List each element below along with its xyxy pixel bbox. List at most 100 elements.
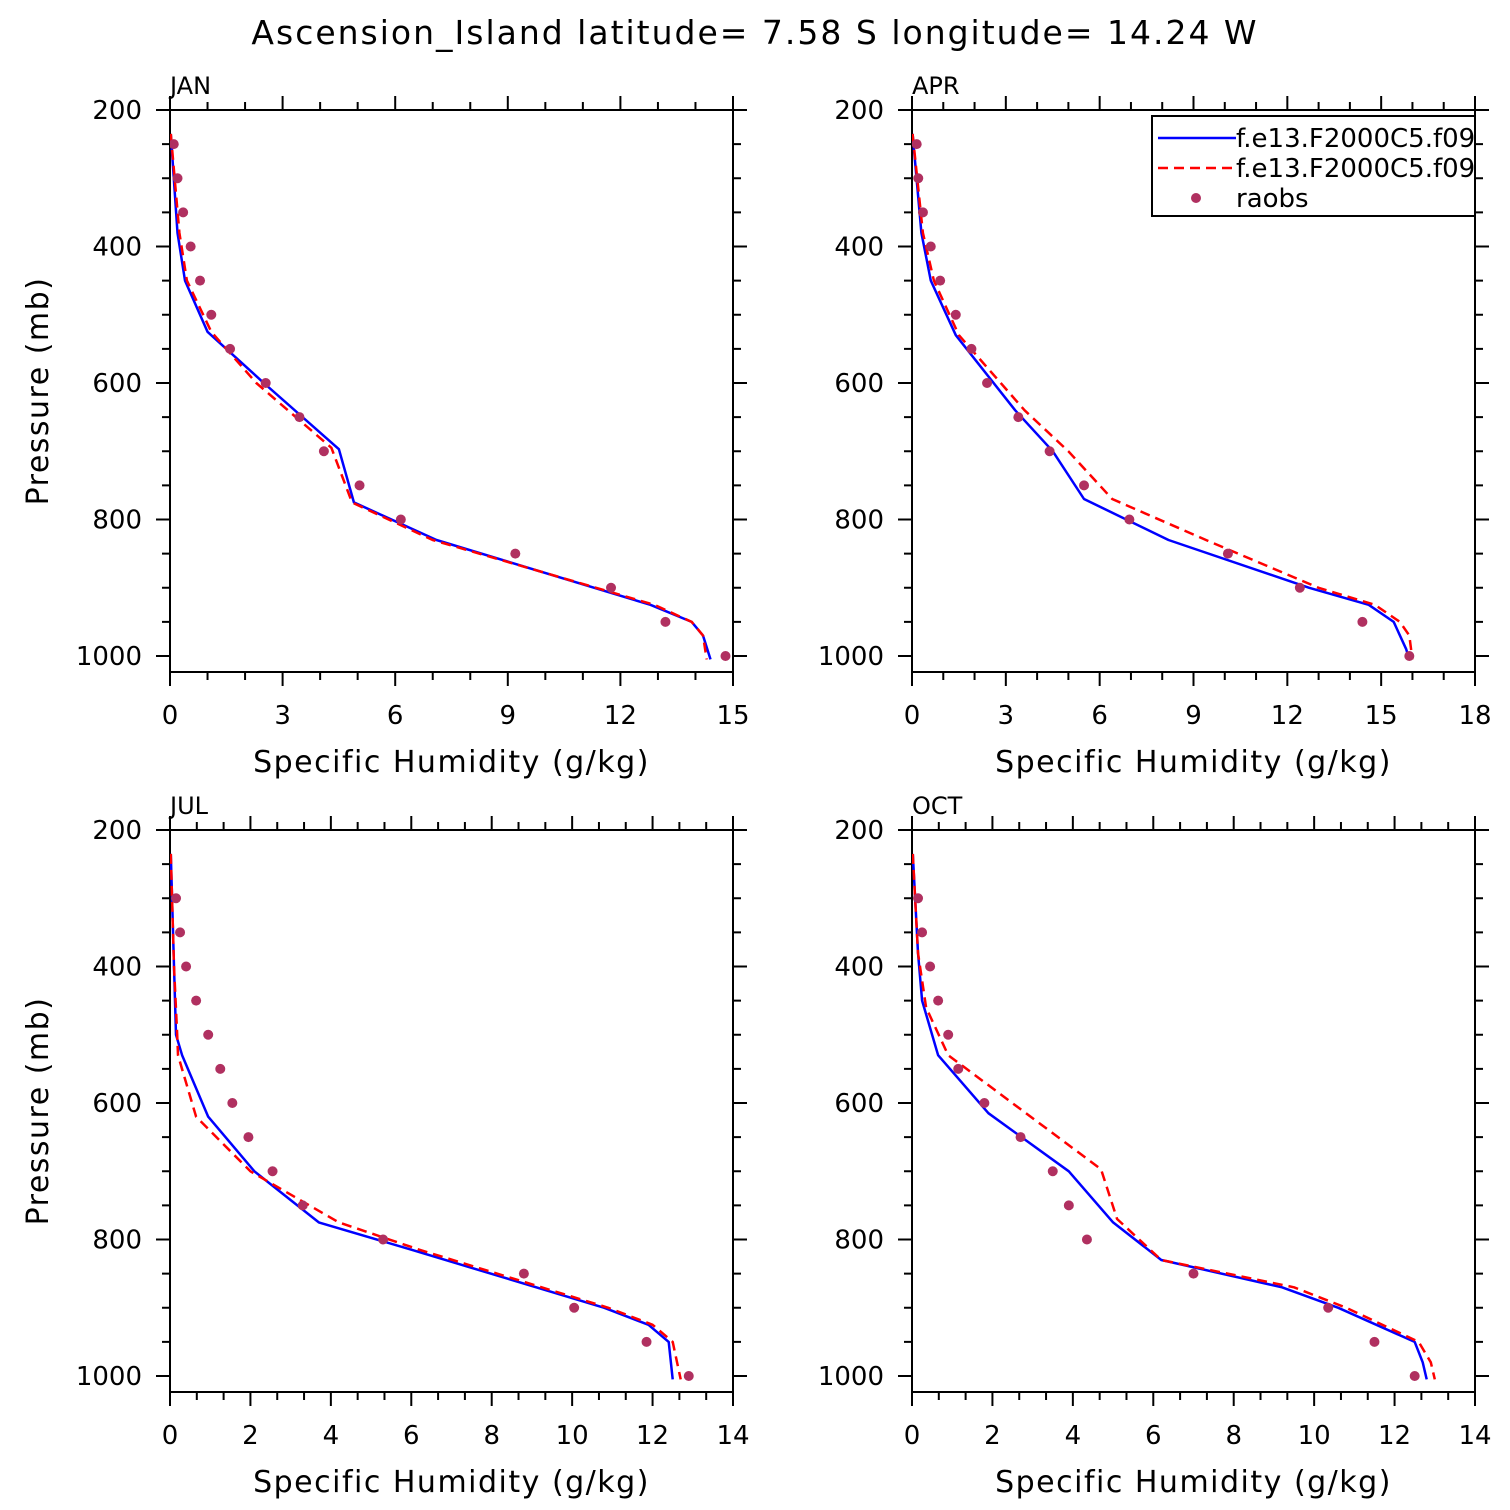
legend-frame xyxy=(1151,115,1474,217)
model-line-dashed xyxy=(912,853,1437,1380)
plot-frame xyxy=(169,829,734,1393)
y-tick-label: 400 xyxy=(834,233,884,263)
panel-label: OCT xyxy=(912,792,963,820)
raobs-point xyxy=(1079,480,1090,491)
raobs-point xyxy=(170,139,179,150)
y-axis-title: Pressure (mb) xyxy=(21,277,56,506)
raobs-point xyxy=(982,378,993,388)
raobs-point xyxy=(297,1200,308,1211)
x-tick-label: 9 xyxy=(1185,701,1202,731)
series-group xyxy=(912,133,1415,661)
raobs-point xyxy=(917,207,928,218)
y-axis-title: Pressure (mb) xyxy=(21,997,56,1226)
legend-label: f.e13.F2000C5.f09 xyxy=(1236,124,1475,154)
raobs-point xyxy=(1222,548,1233,559)
plot-frame xyxy=(911,829,1476,1393)
model-line-solid xyxy=(170,853,674,1380)
raobs-point xyxy=(1294,582,1305,593)
raobs-point xyxy=(1015,1132,1026,1143)
x-tick-label: 10 xyxy=(1298,1421,1331,1451)
x-tick-label: 12 xyxy=(1271,701,1304,731)
raobs-point xyxy=(966,343,977,354)
raobs-point xyxy=(953,1063,964,1074)
legend-label: f.e13.F2000C5.f09 xyxy=(1236,154,1475,184)
raobs-point xyxy=(1124,514,1135,525)
y-tick-label: 600 xyxy=(834,369,884,399)
x-tick-label: 9 xyxy=(500,701,517,731)
x-tick-label: 15 xyxy=(716,701,749,731)
x-tick-label: 3 xyxy=(274,701,291,731)
x-tick-label: 14 xyxy=(1458,1421,1491,1451)
raobs-point xyxy=(195,275,206,286)
y-tick-label: 400 xyxy=(92,953,142,983)
raobs-point xyxy=(243,1132,254,1143)
panel-label: JAN xyxy=(168,72,211,100)
raobs-point xyxy=(1081,1234,1092,1245)
raobs-point xyxy=(203,1029,214,1040)
x-tick-label: 10 xyxy=(556,1421,589,1451)
raobs-point xyxy=(943,1029,954,1040)
raobs-point xyxy=(294,412,305,423)
raobs-point xyxy=(1357,616,1368,627)
x-tick-label: 0 xyxy=(904,1421,921,1451)
raobs-point xyxy=(569,1302,580,1313)
raobs-point xyxy=(354,480,365,491)
x-tick-label: 0 xyxy=(162,1421,179,1451)
x-tick-label: 12 xyxy=(604,701,637,731)
raobs-point xyxy=(178,207,189,218)
y-tick-label: 200 xyxy=(834,96,884,126)
raobs-point xyxy=(171,893,182,904)
x-tick-label: 2 xyxy=(984,1421,1001,1451)
x-tick-label: 4 xyxy=(323,1421,340,1451)
raobs-point xyxy=(318,446,329,457)
y-tick-label: 200 xyxy=(92,96,142,126)
series-group xyxy=(912,853,1437,1381)
raobs-point xyxy=(979,1098,990,1108)
y-tick-label: 400 xyxy=(92,233,142,263)
raobs-point xyxy=(1369,1336,1380,1347)
y-tick-label: 800 xyxy=(92,1226,142,1256)
raobs-point xyxy=(935,275,946,286)
y-tick-label: 800 xyxy=(834,1226,884,1256)
x-tick-label: 8 xyxy=(483,1421,500,1451)
y-tick-label: 800 xyxy=(92,506,142,536)
x-tick-label: 8 xyxy=(1225,1421,1242,1451)
x-axis-title: Specific Humidity (g/kg) xyxy=(995,745,1392,780)
panel-jan: JAN 0 3 6 9 12 15 200 400 600 800 1000 Specific Humi… xyxy=(21,72,750,780)
raobs-point xyxy=(206,309,217,320)
raobs-point xyxy=(395,514,406,525)
raobs-point xyxy=(925,241,936,252)
raobs-point xyxy=(181,961,192,972)
x-axis-title: Specific Humidity (g/kg) xyxy=(995,1465,1392,1500)
plot-frame xyxy=(169,109,734,673)
legend-marker xyxy=(1191,193,1201,203)
y-tick-label: 800 xyxy=(834,506,884,536)
raobs-point xyxy=(641,1336,652,1347)
x-tick-label: 6 xyxy=(1145,1421,1162,1451)
y-tick-label: 1000 xyxy=(76,642,142,672)
raobs-point xyxy=(185,241,196,252)
raobs-point xyxy=(950,309,961,320)
panel-apr: APR 0 3 6 9 12 15 18 200 400 600 800 1000 Specific Hu… xyxy=(818,72,1492,780)
x-tick-label: 0 xyxy=(162,701,179,731)
y-tick-label: 400 xyxy=(834,953,884,983)
x-tick-label: 0 xyxy=(904,701,921,731)
chart-title: Ascension_Island latitude= 7.58 S longit… xyxy=(251,13,1258,52)
raobs-point xyxy=(1047,1166,1058,1177)
y-tick-label: 600 xyxy=(92,369,142,399)
x-axis-title: Specific Humidity (g/kg) xyxy=(253,1465,650,1500)
raobs-point xyxy=(1409,1371,1420,1381)
y-tick-label: 600 xyxy=(834,1089,884,1119)
raobs-point xyxy=(912,139,922,150)
x-tick-label: 14 xyxy=(716,1421,749,1451)
model-line-solid xyxy=(912,133,1411,660)
raobs-point xyxy=(225,343,236,354)
panel-label: JUL xyxy=(168,792,209,820)
raobs-point xyxy=(1063,1200,1074,1211)
raobs-point xyxy=(172,173,183,184)
x-tick-label: 3 xyxy=(998,701,1015,731)
